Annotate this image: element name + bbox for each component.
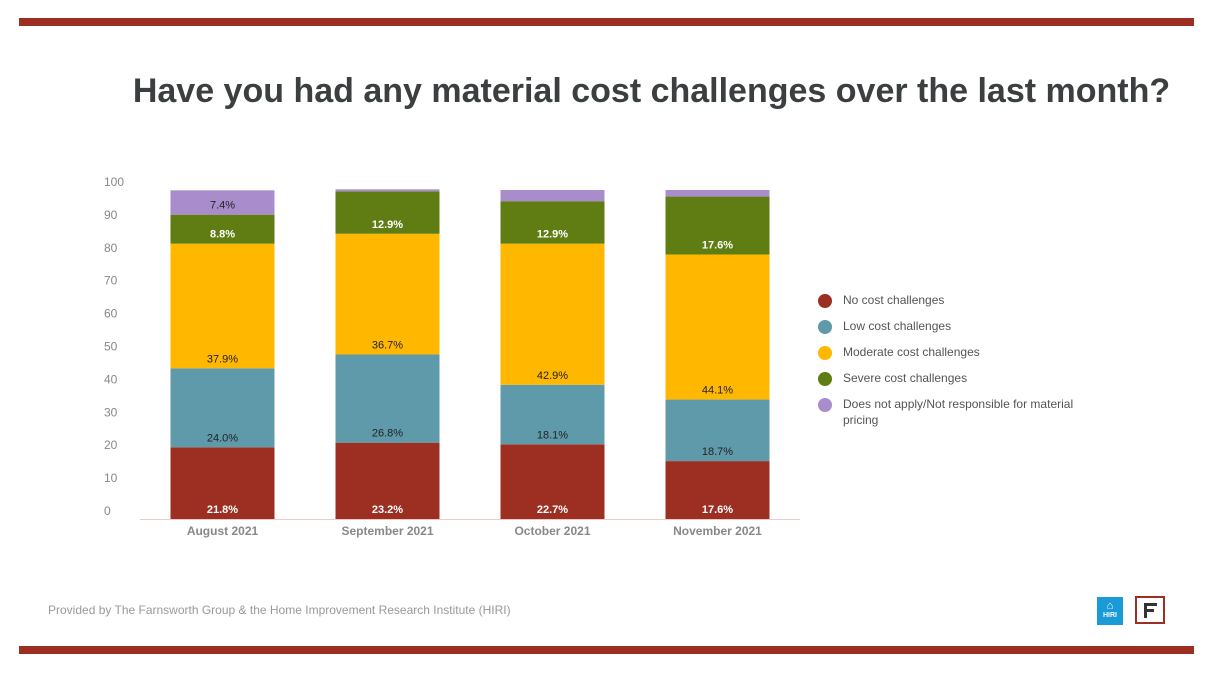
legend-label: No cost challenges [843,293,945,307]
bar-segment [170,214,275,244]
bar-segment [170,190,275,215]
legend-item: No cost challenges [818,292,1118,308]
house-icon: ⌂ [1106,600,1114,612]
data-label: 44.1% [702,385,733,397]
data-label: 26.8% [372,428,403,440]
data-label: 42.9% [537,370,568,382]
top-rule [19,18,1194,26]
data-label: 12.9% [372,219,403,231]
data-label: 22.7% [537,504,568,516]
bar-segment [170,447,275,519]
legend-swatch [818,346,832,360]
y-tick-label: 0 [104,504,111,518]
y-tick-label: 50 [104,340,118,354]
x-tick-label: September 2021 [341,524,433,538]
footer-credit: Provided by The Farnsworth Group & the H… [48,603,511,617]
bar-segment [335,442,440,519]
legend-label: Moderate cost challenges [843,345,980,359]
legend-swatch [818,294,832,308]
data-label: 18.1% [537,429,568,441]
legend-label: Does not apply/Not responsible for mater… [843,397,1074,427]
y-tick-label: 90 [104,208,118,222]
data-label: 18.7% [702,446,733,458]
bar-segment [665,254,770,400]
y-tick-label: 40 [104,372,118,386]
y-tick-label: 80 [104,241,118,255]
hiri-logo: ⌂ HIRI [1097,597,1123,625]
data-label: 17.6% [702,504,733,516]
bar-segment [665,196,770,255]
bar-segment [665,461,770,519]
y-tick-label: 100 [104,175,124,189]
chart-title: Have you had any material cost challenge… [132,72,1171,110]
legend-item: Low cost challenges [818,318,1118,334]
bar-segment [335,233,440,355]
y-tick-label: 60 [104,307,118,321]
x-tick-label: November 2021 [673,524,762,538]
y-tick-label: 20 [104,438,118,452]
data-label: 23.2% [372,504,403,516]
data-label: 36.7% [372,340,403,352]
legend-label: Low cost challenges [843,319,952,333]
bar-segment [500,444,605,519]
bar-segment [335,354,440,443]
bar-segment [500,201,605,244]
y-tick-label: 70 [104,274,118,288]
legend-item: Moderate cost challenges [818,344,1118,360]
data-label: 7.4% [210,200,235,212]
y-tick-label: 30 [104,405,118,419]
y-tick-label: 10 [104,471,118,485]
legend-label: Severe cost challenges [843,371,968,385]
bar-segment [500,190,605,202]
data-label: 37.9% [207,353,238,365]
legend-item: Severe cost challenges [818,370,1118,386]
data-label: 21.8% [207,504,238,516]
legend-item: Does not apply/Not responsible for mater… [818,396,1118,428]
bar-segment [170,368,275,448]
legend-swatch [818,320,832,334]
bar-segment [665,399,770,462]
farnsworth-logo [1135,596,1165,624]
data-label: 24.0% [207,432,238,444]
legend-swatch [818,372,832,386]
x-tick-label: October 2021 [514,524,590,538]
data-label: 12.9% [537,229,568,241]
x-tick-label: August 2021 [187,524,259,538]
data-label: 17.6% [702,239,733,251]
data-label: 8.8% [210,229,235,241]
legend-swatch [818,398,832,412]
chart-legend: No cost challenges Low cost challenges Mod… [818,292,1118,438]
bar-segment [665,190,770,197]
bottom-rule [19,646,1194,654]
bar-segment [500,243,605,385]
bar-segment [335,191,440,234]
bar-segment [170,243,275,369]
hiri-logo-text: HIRI [1103,612,1117,619]
bar-segment [500,384,605,445]
bar-segment [335,189,440,192]
